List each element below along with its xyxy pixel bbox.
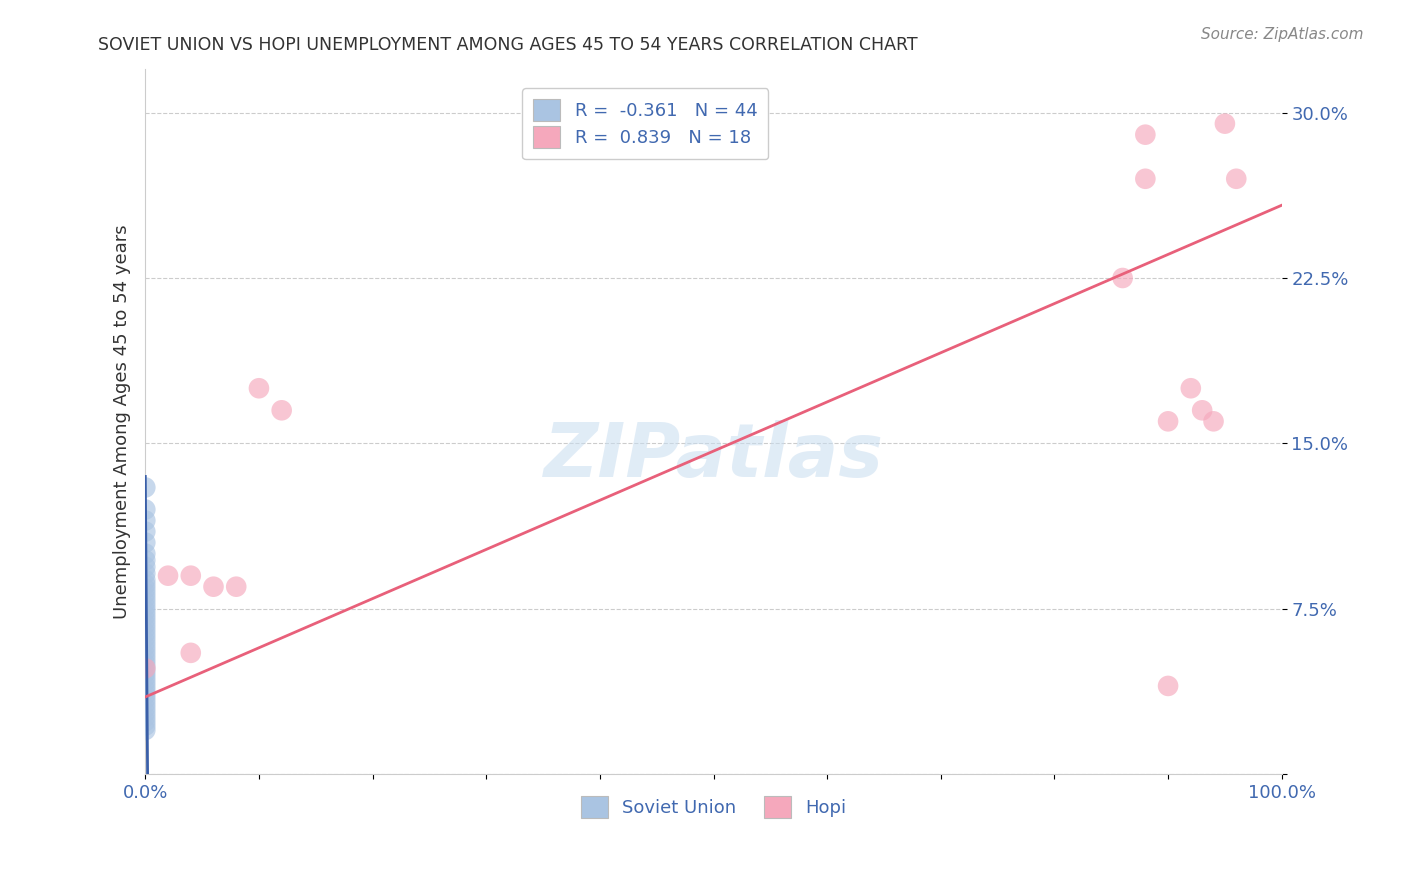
Point: [157, 568, 180, 582]
Point: [134, 657, 156, 671]
Point: [134, 679, 156, 693]
Point: [134, 626, 156, 640]
Point: [134, 714, 156, 729]
Point: [134, 688, 156, 702]
Point: [247, 381, 270, 395]
Point: [134, 701, 156, 715]
Point: [134, 635, 156, 649]
Point: [134, 639, 156, 653]
Point: [134, 652, 156, 666]
Point: [134, 591, 156, 605]
Point: [134, 573, 156, 587]
Point: [1111, 271, 1133, 285]
Point: [1202, 414, 1225, 428]
Point: [134, 604, 156, 618]
Point: [134, 586, 156, 600]
Point: [1213, 117, 1236, 131]
Point: [134, 718, 156, 732]
Point: [1191, 403, 1213, 417]
Point: [134, 670, 156, 684]
Point: [134, 661, 156, 675]
Point: [1135, 171, 1157, 186]
Point: [134, 559, 156, 574]
Point: [225, 580, 247, 594]
Point: [134, 723, 156, 737]
Point: [134, 547, 156, 561]
Point: [134, 595, 156, 609]
Text: ZIPatlas: ZIPatlas: [544, 420, 883, 493]
Point: [134, 622, 156, 636]
Point: [134, 648, 156, 662]
Point: [134, 553, 156, 567]
Point: [202, 580, 225, 594]
Text: Source: ZipAtlas.com: Source: ZipAtlas.com: [1201, 27, 1364, 42]
Point: [180, 646, 202, 660]
Point: [134, 665, 156, 680]
Text: SOVIET UNION VS HOPI UNEMPLOYMENT AMONG AGES 45 TO 54 YEARS CORRELATION CHART: SOVIET UNION VS HOPI UNEMPLOYMENT AMONG …: [98, 36, 918, 54]
Point: [134, 577, 156, 591]
Point: [180, 568, 202, 582]
Point: [134, 524, 156, 539]
Point: [134, 514, 156, 528]
Point: [134, 661, 156, 675]
Point: [270, 403, 292, 417]
Point: [134, 599, 156, 614]
Y-axis label: Unemployment Among Ages 45 to 54 years: Unemployment Among Ages 45 to 54 years: [114, 224, 131, 619]
Point: [134, 502, 156, 516]
Point: [134, 631, 156, 645]
Point: [1135, 128, 1157, 142]
Point: [1157, 679, 1180, 693]
Legend: Soviet Union, Hopi: Soviet Union, Hopi: [574, 789, 853, 825]
Point: [134, 692, 156, 706]
Point: [1225, 171, 1247, 186]
Point: [134, 617, 156, 632]
Point: [134, 697, 156, 711]
Point: [134, 683, 156, 698]
Point: [1180, 381, 1202, 395]
Point: [134, 613, 156, 627]
Point: [1157, 414, 1180, 428]
Point: [134, 566, 156, 581]
Point: [134, 643, 156, 657]
Point: [134, 710, 156, 724]
Point: [134, 706, 156, 720]
Point: [134, 480, 156, 494]
Point: [134, 674, 156, 689]
Point: [134, 535, 156, 549]
Point: [134, 608, 156, 623]
Point: [134, 582, 156, 596]
